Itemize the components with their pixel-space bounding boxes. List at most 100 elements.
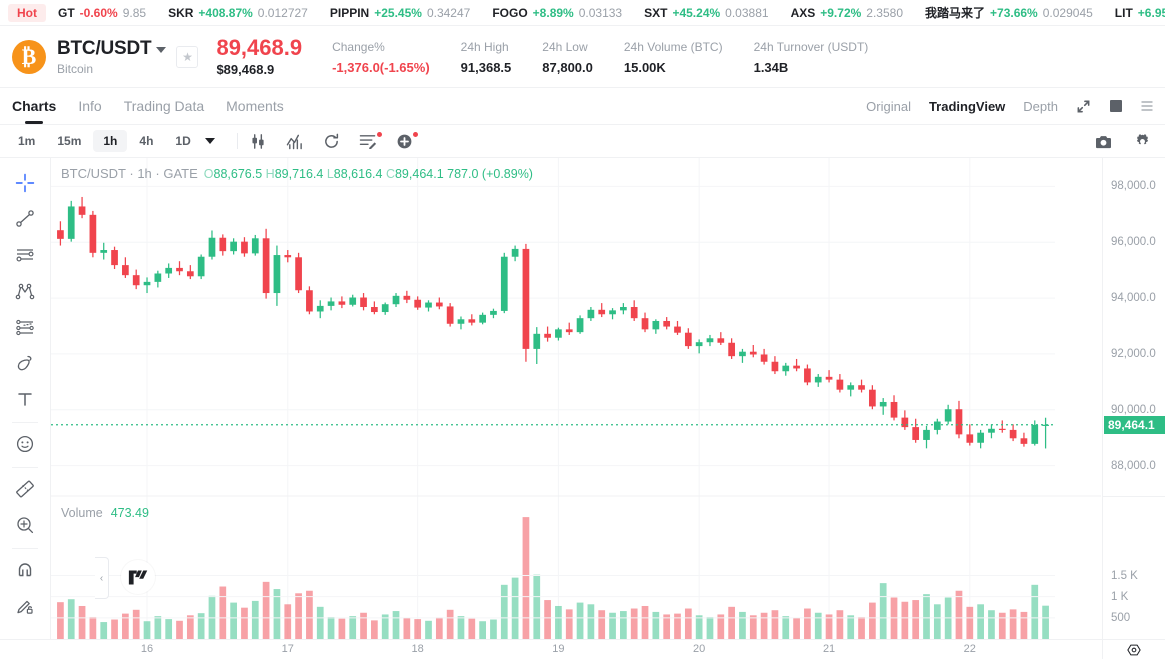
volume-tick-label: 500	[1111, 611, 1131, 624]
zoom-in-icon[interactable]	[8, 508, 42, 542]
favorite-star-button[interactable]: ★	[176, 45, 199, 68]
last-price: 89,468.9	[216, 34, 303, 60]
menu-icon[interactable]	[1141, 99, 1153, 113]
view-mode-depth[interactable]: Depth	[1023, 98, 1058, 114]
stat-label: 24h High	[460, 40, 509, 54]
price-tick-label: 88,000.0	[1111, 459, 1156, 472]
view-mode-original[interactable]: Original	[866, 98, 911, 114]
square-icon[interactable]	[1109, 99, 1123, 113]
notification-dot	[412, 131, 418, 137]
interval-15m[interactable]: 15m	[57, 134, 82, 148]
ticker-item[interactable]: 我踏马来了 +73.66% 0.029045	[925, 4, 1093, 21]
brush-icon[interactable]	[8, 346, 42, 380]
ruler-icon[interactable]	[8, 472, 42, 506]
ticker-symbol: LIT	[1114, 5, 1133, 20]
ticker-item[interactable]: PIPPIN +25.45% 0.34247	[330, 6, 470, 20]
pencil-lock-icon[interactable]	[8, 589, 42, 623]
ticker-item[interactable]: LIT+6.95%1.677	[1115, 6, 1165, 20]
symbol-header: ₿ BTC/USDT Bitcoin ★ 89,468.9 $89,468.9 …	[0, 26, 1165, 88]
ticker-item[interactable]: SKR +408.87% 0.012727	[168, 6, 308, 20]
chart-area: BTC/USDT · 1h · GATE O88,676.5 H89,716.4…	[0, 158, 1165, 639]
ticker-symbol: AXS	[790, 5, 816, 20]
price-axis[interactable]: 98,000.0 96,000.0 94,000.0 92,000.0 90,000.0…	[1102, 158, 1165, 639]
ticker-change: +408.87%	[198, 5, 253, 20]
interval-1h[interactable]: 1h	[93, 130, 128, 152]
magnet-icon[interactable]	[8, 553, 42, 587]
ticker-item[interactable]: FOGO +8.89% 0.03133	[492, 6, 622, 20]
hot-badge[interactable]: Hot	[8, 3, 46, 22]
chart-canvas[interactable]: BTC/USDT · 1h · GATE O88,676.5 H89,716.4…	[51, 158, 1102, 639]
emoji-icon[interactable]	[8, 427, 42, 461]
price-tick-label: 94,000.0	[1111, 292, 1156, 305]
tab-moments[interactable]: Moments	[226, 98, 284, 114]
page-title: BTC/USDT	[57, 37, 152, 59]
volume-tick-label: 1 K	[1111, 590, 1129, 603]
ticker-symbol: FOGO	[492, 5, 528, 20]
coin-name: Bitcoin	[57, 61, 94, 76]
horizontal-lines-icon[interactable]	[8, 238, 42, 272]
stat-label: 24h Low	[542, 40, 588, 54]
gear-icon[interactable]	[1134, 133, 1151, 150]
interval-1m[interactable]: 1m	[18, 134, 36, 148]
stat-value: 15.00K	[623, 60, 666, 75]
add-indicator-icon[interactable]	[396, 131, 418, 150]
axis-settings-button[interactable]	[1102, 640, 1165, 659]
ohlc-percent: (+0.89%)	[481, 167, 533, 181]
stat-block: 24h High 91,368.5	[461, 38, 512, 75]
trend-line-icon[interactable]	[8, 202, 42, 236]
fib-levels-icon[interactable]	[8, 310, 42, 344]
candlestick-plot[interactable]	[51, 158, 1101, 639]
pair-block[interactable]: BTC/USDT Bitcoin	[57, 37, 167, 76]
interval-4h[interactable]: 4h	[139, 134, 154, 148]
crosshair-icon[interactable]	[8, 166, 42, 200]
stat-value: 91,368.5	[460, 60, 512, 75]
ticker-price: 2.3580	[866, 5, 903, 20]
ticker-change: +25.45%	[374, 5, 422, 20]
time-tick-label: 21	[822, 643, 836, 655]
view-mode-group: Original TradingView Depth	[866, 99, 1058, 114]
ticker-change: +9.72%	[820, 5, 862, 20]
time-axis[interactable]: 16 17 18 19 20 21 22	[0, 639, 1165, 659]
ticker-item[interactable]: AXS +9.72% 2.3580	[791, 6, 903, 20]
stat-value: -1,376.0(-1.65%)	[332, 60, 430, 75]
chart-view-modes: Original TradingView Depth	[866, 99, 1153, 114]
pitchfork-icon[interactable]	[8, 274, 42, 308]
chevron-down-icon[interactable]	[156, 46, 167, 53]
tradingview-logo-icon[interactable]	[121, 560, 155, 594]
stat-block: 24h Volume (BTC) 15.00K	[624, 38, 723, 75]
divider	[12, 548, 38, 549]
text-icon[interactable]	[8, 382, 42, 416]
price-tick-label: 92,000.0	[1111, 347, 1156, 360]
ticker-price: 0.03881	[725, 5, 769, 20]
volume-legend: Volume 473.49	[61, 506, 149, 520]
stat-label: 24h Volume (BTC)	[623, 40, 723, 54]
divider	[12, 467, 38, 468]
ticker-item[interactable]: GT -0.60% 9.85	[58, 6, 146, 20]
compare-list-icon[interactable]	[359, 132, 382, 149]
chevron-down-icon[interactable]	[204, 138, 215, 144]
interval-1D[interactable]: 1D	[175, 134, 191, 148]
expand-icon[interactable]	[1076, 99, 1091, 114]
collapse-panel-handle[interactable]: ‹	[95, 557, 109, 599]
ohlc-low: 88,616.4	[333, 167, 383, 181]
candles-icon[interactable]	[250, 133, 267, 150]
ticker-price: 0.03133	[578, 5, 623, 20]
chart-ohlc: O88,676.5 H89,716.4 L88,616.4 C89,464.1 …	[203, 167, 533, 181]
stat-label: Change%	[332, 40, 385, 54]
ticker-item[interactable]: SXT +45.24% 0.03881	[644, 6, 768, 20]
tab-info[interactable]: Info	[78, 98, 102, 114]
camera-icon[interactable]	[1095, 134, 1112, 149]
view-mode-tradingview[interactable]: TradingView	[928, 98, 1006, 114]
indicators-icon[interactable]	[286, 133, 304, 150]
ticker-symbol: SKR	[168, 5, 194, 20]
axis-divider	[1103, 496, 1165, 497]
refresh-icon[interactable]	[323, 133, 340, 150]
stat-block: Change% -1,376.0(-1.65%)	[332, 38, 430, 75]
ohlc-volume: 787.0	[447, 167, 479, 181]
tab-trading-data[interactable]: Trading Data	[123, 98, 205, 114]
time-tick-label: 22	[963, 643, 976, 655]
tab-charts[interactable]: Charts	[12, 88, 56, 124]
ticker-price: 0.029045	[1042, 6, 1093, 20]
price-tick-label: 98,000.0	[1111, 180, 1156, 193]
ticker-price: 0.012727	[257, 5, 308, 20]
